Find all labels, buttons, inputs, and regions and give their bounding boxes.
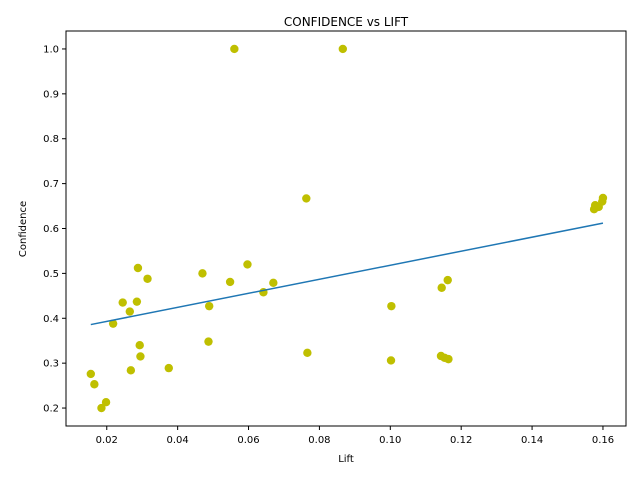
data-point [204,337,213,346]
data-point [269,278,278,288]
y-tick-label: 0.2 [43,404,59,415]
data-point [387,301,396,311]
x-tick-label: 0.04 [167,435,189,446]
y-tick-label: 0.5 [43,269,59,280]
x-tick-label: 0.12 [450,435,472,446]
chart-title: CONFIDENCE vs LIFT [284,15,409,29]
x-tick-label: 0.02 [96,435,118,446]
data-point [225,277,235,287]
data-point [135,341,144,350]
y-tick-label: 0.9 [43,89,59,100]
data-point [386,356,396,365]
x-tick-label: 0.08 [308,435,330,446]
data-point [136,352,145,361]
data-point [437,283,446,292]
y-tick-label: 0.6 [43,224,59,235]
data-point [97,403,106,413]
data-point [133,263,143,273]
data-point [132,297,142,306]
trend-line [90,222,604,326]
data-point [338,44,348,54]
data-point [101,398,111,407]
x-axis-label: Lift [338,454,354,465]
plot-area: 0.02 0.04 0.06 0.08 0.10 0.12 0.14 0.16 0.2 0.3 0.… [43,30,627,446]
x-tick-label: 0.16 [592,435,614,446]
data-point [598,193,608,203]
x-tick-label: 0.14 [521,435,543,446]
data-point [243,260,252,269]
data-point [143,274,152,283]
data-point [125,307,134,316]
y-tick-label: 0.3 [43,359,59,370]
y-tick-label: 0.7 [43,179,59,190]
y-tick-label: 0.8 [43,134,59,145]
data-point [444,354,453,364]
data-point [90,380,99,389]
x-tick-label: 0.06 [237,435,259,446]
x-tick-label: 0.10 [379,435,401,446]
data-point [302,194,311,203]
y-tick-label: 0.4 [43,314,59,325]
data-point [204,301,214,311]
y-tick-label: 1.0 [43,44,59,55]
data-point [443,275,452,285]
data-point [303,348,312,358]
y-axis-label: Confidence [18,201,29,257]
data-point [164,363,173,373]
data-point [230,44,239,54]
data-point [118,298,127,307]
data-point [126,366,136,375]
data-point [108,319,118,328]
data-point [198,269,207,278]
data-point [86,369,96,379]
